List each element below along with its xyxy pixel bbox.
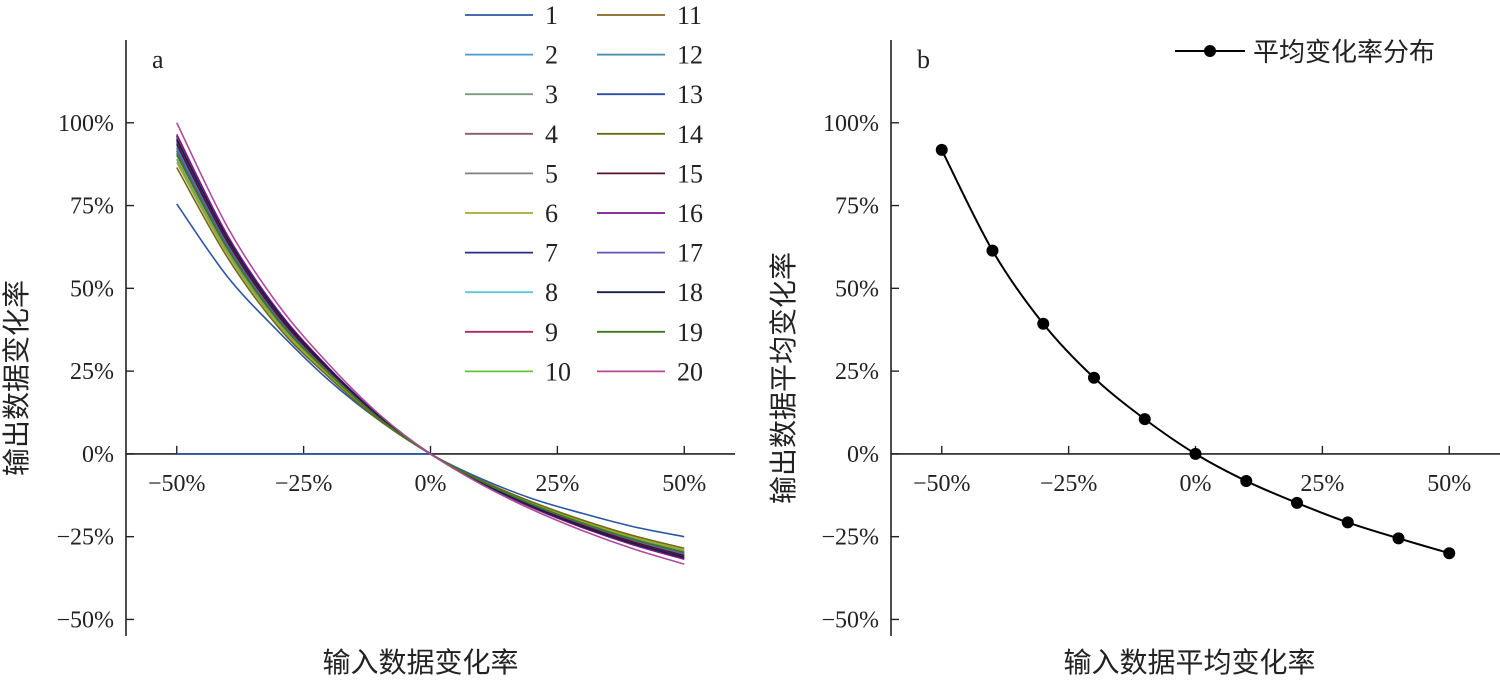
data-point bbox=[1341, 516, 1354, 529]
legend-label: 15 bbox=[677, 159, 703, 188]
data-point bbox=[1291, 496, 1303, 509]
legend-label: 5 bbox=[545, 159, 558, 188]
data-point bbox=[1138, 413, 1151, 426]
legend-label: 平均变化率分布 bbox=[1253, 38, 1435, 67]
legend-label: 9 bbox=[545, 318, 558, 347]
legend-label: 17 bbox=[677, 239, 703, 268]
panel-letter: a bbox=[152, 45, 164, 74]
legend-label: 7 bbox=[545, 239, 558, 268]
x-tick-label: 50% bbox=[662, 471, 706, 497]
x-tick-label: −50% bbox=[148, 471, 206, 497]
series-line-20 bbox=[176, 122, 685, 565]
data-point bbox=[1392, 532, 1405, 545]
y-axis-title: 输出数据平均变化率 bbox=[768, 252, 800, 504]
y-tick-label: 75% bbox=[70, 194, 114, 220]
x-tick-label: 25% bbox=[1300, 471, 1344, 497]
x-tick-label: 25% bbox=[535, 471, 579, 497]
y-tick-label: 100% bbox=[58, 111, 114, 137]
y-tick-label: −25% bbox=[56, 525, 114, 551]
legend-swatch-marker bbox=[1204, 45, 1216, 57]
x-tick-label: −25% bbox=[275, 471, 333, 497]
legend-label: 11 bbox=[677, 1, 702, 30]
x-axis-title: 输入数据平均变化率 bbox=[1063, 647, 1315, 679]
y-tick-label: −25% bbox=[821, 525, 879, 551]
data-point bbox=[1189, 447, 1202, 460]
legend-label: 12 bbox=[677, 41, 703, 70]
y-tick-label: 50% bbox=[70, 276, 114, 302]
legend-label: 1 bbox=[545, 1, 558, 30]
legend-label: 19 bbox=[677, 318, 703, 347]
series-line-19 bbox=[176, 153, 685, 554]
legend: 平均变化率分布 bbox=[1175, 38, 1435, 67]
y-tick-label: 100% bbox=[823, 111, 879, 137]
y-tick-label: 0% bbox=[82, 442, 114, 468]
x-tick-label: 0% bbox=[415, 471, 447, 497]
y-tick-label: 50% bbox=[835, 276, 879, 302]
legend-label: 2 bbox=[545, 41, 558, 70]
legend-label: 3 bbox=[545, 80, 558, 109]
legend-label: 6 bbox=[545, 199, 558, 228]
panel-letter: b bbox=[917, 45, 930, 74]
legend-label: 14 bbox=[677, 120, 703, 149]
x-tick-label: −50% bbox=[913, 471, 971, 497]
x-axis-title: 输入数据变化率 bbox=[322, 647, 518, 679]
panel-b-chart: −50% −25% 0% 25% 50% 75% 100% −50% −25% 0% 25% 50% b… bbox=[768, 38, 1500, 679]
x-tick-label: 0% bbox=[1180, 471, 1212, 497]
data-point bbox=[1240, 475, 1253, 488]
data-point bbox=[935, 143, 948, 156]
x-tick-label: −25% bbox=[1040, 471, 1098, 497]
legend-label: 10 bbox=[545, 357, 571, 386]
data-point bbox=[1443, 547, 1456, 560]
legend-label: 8 bbox=[545, 278, 558, 307]
legend-label: 16 bbox=[677, 199, 703, 228]
y-axis-title: 输出数据变化率 bbox=[1, 280, 33, 476]
legend-label: 18 bbox=[677, 278, 703, 307]
y-tick-label: 75% bbox=[835, 194, 879, 220]
y-tick-label: −50% bbox=[56, 607, 114, 633]
legend-label: 4 bbox=[545, 120, 558, 149]
y-tick-label: 25% bbox=[835, 359, 879, 385]
data-point bbox=[1088, 371, 1100, 384]
y-tick-label: 25% bbox=[70, 359, 114, 385]
legend-label: 20 bbox=[677, 357, 703, 386]
x-tick-label: 50% bbox=[1427, 471, 1471, 497]
data-point bbox=[986, 244, 999, 257]
legend-label: 13 bbox=[677, 80, 703, 109]
y-tick-label: −50% bbox=[821, 607, 879, 633]
y-tick-label: 0% bbox=[847, 442, 879, 468]
series-line bbox=[940, 149, 1450, 555]
panel-a-chart: −50% −25% 0% 25% 50% 75% 100% −50% −25% 0% 25% 50% a… bbox=[1, 1, 735, 679]
data-point bbox=[1037, 317, 1050, 330]
